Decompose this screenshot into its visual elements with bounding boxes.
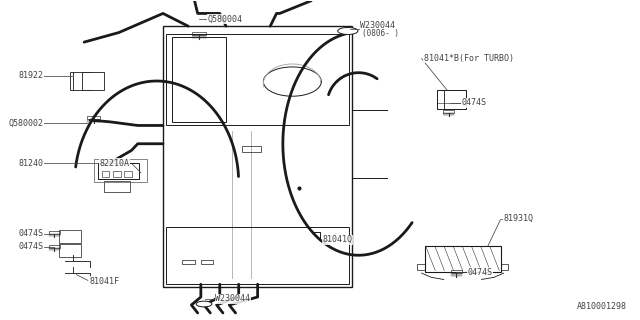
Text: 81041*B(For TURBO): 81041*B(For TURBO) <box>424 53 513 62</box>
Bar <box>87 116 100 119</box>
Bar <box>166 34 349 125</box>
Text: 81041Q: 81041Q <box>323 235 353 244</box>
Text: Q580002: Q580002 <box>8 119 43 128</box>
Bar <box>104 181 129 192</box>
Bar <box>443 110 454 113</box>
Text: 81041F: 81041F <box>89 276 119 285</box>
Text: 81931Q: 81931Q <box>504 214 534 223</box>
Bar <box>49 231 60 234</box>
Bar <box>201 260 214 264</box>
Bar <box>425 246 500 271</box>
Bar <box>500 264 508 270</box>
Bar <box>182 260 195 264</box>
Bar <box>125 171 132 177</box>
Ellipse shape <box>196 301 212 307</box>
Text: 81922: 81922 <box>18 71 43 80</box>
Text: 0474S: 0474S <box>18 229 43 238</box>
Text: (0806- ): (0806- ) <box>362 29 399 38</box>
Bar <box>113 171 121 177</box>
Bar <box>192 32 206 35</box>
Bar <box>49 245 60 248</box>
Bar <box>59 230 81 243</box>
Bar <box>81 72 104 90</box>
Bar <box>98 163 139 179</box>
Text: W230044: W230044 <box>360 21 396 30</box>
Text: A810001298: A810001298 <box>577 302 627 311</box>
Text: 81240: 81240 <box>18 159 43 168</box>
Text: 82210A: 82210A <box>100 159 130 168</box>
Bar <box>437 90 466 109</box>
Bar <box>451 270 462 273</box>
Ellipse shape <box>338 28 358 35</box>
Text: 0474S: 0474S <box>468 268 493 277</box>
Text: Q580004: Q580004 <box>207 15 242 24</box>
Bar <box>59 244 81 257</box>
Text: W230044: W230044 <box>215 294 250 303</box>
Text: 0474S: 0474S <box>461 98 486 107</box>
Bar <box>93 159 147 182</box>
Text: 0474S: 0474S <box>18 242 43 251</box>
Bar <box>166 227 349 284</box>
Bar <box>417 264 425 270</box>
Bar <box>172 37 226 122</box>
Bar <box>163 26 352 287</box>
Bar <box>70 72 92 90</box>
Bar <box>102 171 109 177</box>
Bar <box>243 147 261 152</box>
